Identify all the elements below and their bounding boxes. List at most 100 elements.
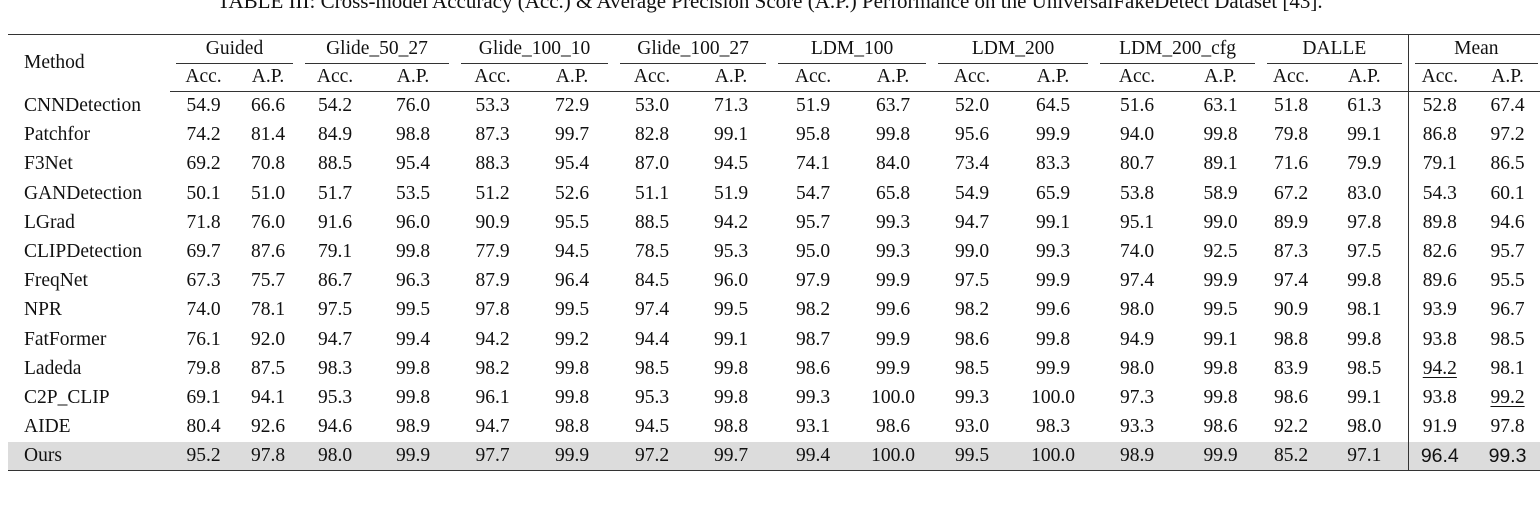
value-cell: 97.4 [1274, 270, 1309, 292]
mean-value-cell: 60.1 [1490, 182, 1525, 204]
value-cell: 67.3 [186, 270, 221, 292]
value-cell: 99.4 [395, 328, 431, 350]
value-cell: 66.6 [250, 95, 286, 117]
value-cell: 99.9 [1180, 441, 1262, 472]
group-label: Guided [205, 38, 264, 60]
value-cell: 88.5 [317, 153, 353, 175]
value-cell: 97.2 [614, 441, 691, 472]
value-cell: 98.8 [713, 416, 749, 438]
value-cell: 98.0 [1347, 416, 1382, 438]
table-row: F3Net 69.2 70.8 88.5 95.4 88.3 95.4 87.0 94.5 74.… [8, 149, 1540, 180]
value-cell: 74.0 [1119, 241, 1155, 263]
value-cell: 99.1 [713, 328, 749, 350]
value-cell: 95.3 [634, 386, 670, 408]
value-cell: 64.5 [1035, 95, 1071, 117]
value-cell: 54.2 [317, 95, 353, 117]
value-cell: 51.9 [713, 182, 749, 204]
method-name: AIDE [24, 416, 71, 438]
method-name: FatFormer [24, 328, 107, 350]
value-cell: 98.0 [1119, 357, 1155, 379]
value-cell: 94.5 [713, 153, 749, 175]
method-name: Ladeda [24, 357, 82, 379]
value-cell: 87.9 [475, 270, 510, 292]
mean-value-cell: 94.6 [1490, 211, 1525, 233]
table-row: CLIPDetection 69.7 87.6 79.1 99.8 77.9 94.5 78.… [8, 237, 1540, 267]
value-cell: 71.3 [713, 95, 749, 117]
value-cell: 86.7 [317, 270, 353, 292]
ap-header: A.P. [237, 63, 299, 92]
mean-value-cell: 96.4 [1407, 441, 1472, 472]
group-label: DALLE [1302, 38, 1367, 60]
value-cell: 99.7 [690, 441, 773, 472]
value-cell: 92.5 [1203, 241, 1238, 263]
value-cell: 69.7 [186, 241, 221, 263]
value-cell: 95.1 [1119, 211, 1155, 233]
value-cell: 69.2 [186, 153, 221, 175]
ap-header: A.P. [854, 63, 933, 92]
table-body: CNNDetection 54.9 66.6 54.2 76.0 53.3 72.9 53.0… [8, 91, 1540, 472]
value-cell: 99.8 [1203, 124, 1238, 146]
value-cell: 84.0 [875, 153, 911, 175]
method-name: GANDetection [24, 182, 143, 204]
value-cell: 99.1 [1203, 328, 1238, 350]
value-cell: 99.3 [795, 386, 831, 408]
mean-value-cell: 86.5 [1490, 153, 1525, 175]
value-cell: 53.0 [634, 95, 670, 117]
value-cell: 96.4 [554, 270, 590, 292]
value-cell: 78.5 [634, 241, 670, 263]
value-cell: 93.0 [954, 416, 990, 438]
value-cell: 99.9 [875, 357, 911, 379]
value-cell: 99.6 [1035, 299, 1071, 321]
value-cell: 99.3 [954, 386, 990, 408]
method-name: LGrad [24, 211, 75, 233]
value-cell: 94.4 [634, 328, 670, 350]
value-cell: 99.3 [875, 211, 911, 233]
value-cell: 99.9 [1035, 357, 1071, 379]
value-cell: 94.0 [1119, 124, 1155, 146]
value-cell: 88.3 [475, 153, 510, 175]
value-cell: 92.6 [250, 416, 286, 438]
value-cell: 76.1 [186, 328, 221, 350]
value-cell: 99.8 [395, 386, 431, 408]
value-cell: 94.5 [634, 416, 670, 438]
table-row: C2P_CLIP 69.1 94.1 95.3 99.8 96.1 99.8 95.3 99.8… [8, 383, 1540, 413]
value-cell: 95.3 [713, 241, 749, 263]
value-cell: 98.7 [795, 328, 831, 350]
method-name: Patchfor [24, 124, 91, 146]
value-cell: 93.3 [1119, 416, 1155, 438]
mean-value-cell: 82.6 [1407, 237, 1472, 267]
value-cell: 79.8 [186, 357, 221, 379]
value-cell: 100.0 [871, 386, 915, 408]
method-name: F3Net [24, 153, 73, 175]
value-cell: 84.5 [634, 270, 670, 292]
value-cell: 99.9 [875, 270, 911, 292]
value-cell: 51.6 [1119, 95, 1155, 117]
value-cell: 94.7 [317, 328, 353, 350]
value-cell: 97.8 [237, 441, 299, 472]
value-cell: 99.1 [1347, 386, 1382, 408]
value-cell: 94.2 [475, 328, 510, 350]
value-cell: 98.6 [1274, 386, 1309, 408]
value-cell: 96.3 [395, 270, 431, 292]
value-cell: 98.3 [1035, 416, 1071, 438]
value-cell: 91.6 [317, 211, 353, 233]
value-cell: 65.8 [875, 182, 911, 204]
value-cell: 95.8 [795, 124, 831, 146]
value-cell: 80.4 [186, 416, 221, 438]
value-cell: 80.7 [1119, 153, 1155, 175]
value-cell: 73.4 [954, 153, 990, 175]
value-cell: 79.9 [1347, 153, 1382, 175]
method-name: Ours [8, 441, 170, 472]
mean-value-cell: 95.5 [1490, 270, 1525, 292]
value-cell: 63.7 [875, 95, 911, 117]
value-cell: 95.4 [554, 153, 590, 175]
value-cell: 99.1 [1347, 124, 1382, 146]
table-row: NPR 74.0 78.1 97.5 99.5 97.8 99.5 97.4 99.5 98.2 9… [8, 295, 1540, 325]
value-cell: 96.0 [713, 270, 749, 292]
table-row: FatFormer 76.1 92.0 94.7 99.4 94.2 99.2 94.4 99.… [8, 325, 1540, 355]
value-cell: 87.3 [1274, 241, 1309, 263]
value-cell: 98.8 [395, 124, 431, 146]
group-header: Glide_100_27 [614, 34, 773, 64]
value-cell: 84.9 [317, 124, 353, 146]
mean-group-header: Mean [1407, 34, 1540, 64]
